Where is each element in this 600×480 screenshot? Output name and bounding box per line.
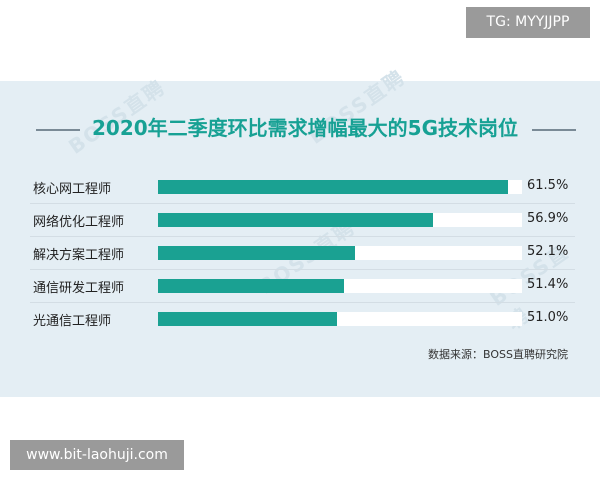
value-label: 51.0% [527, 310, 569, 325]
bar [158, 312, 338, 326]
value-label: 56.9% [527, 211, 569, 226]
bar [158, 246, 355, 260]
bar [158, 279, 344, 293]
row-divider [30, 269, 575, 270]
data-source-note: 数据来源：BOSS直聘研究院 [428, 348, 568, 361]
bar [158, 213, 434, 227]
chart-panel: BOSS直聘 BOSS直聘 BOSS直聘 BOSS直聘 2020年二季度环比需求… [0, 65, 600, 397]
chart-title-row: 2020年二季度环比需求增幅最大的5G技术岗位 [0, 108, 600, 148]
bar-row: 光通信工程师 51.0% [0, 303, 600, 335]
value-label: 52.1% [527, 244, 569, 259]
value-label: 61.5% [527, 178, 569, 193]
value-label: 51.4% [527, 277, 569, 292]
title-rule-right [532, 129, 576, 131]
row-divider [30, 302, 575, 303]
bar-row: 核心网工程师 61.5% [0, 171, 600, 203]
title-rule-left [36, 129, 80, 131]
bar-row: 解决方案工程师 52.1% [0, 237, 600, 269]
bar-track [158, 180, 522, 194]
site-watermark-badge: www.bit-laohuji.com [10, 440, 184, 470]
chart-title: 2020年二季度环比需求增幅最大的5G技术岗位 [92, 116, 518, 140]
row-divider [30, 203, 575, 204]
bar-track [158, 312, 522, 326]
category-label: 核心网工程师 [33, 182, 112, 197]
category-label: 解决方案工程师 [33, 248, 125, 263]
bar-row: 通信研发工程师 51.4% [0, 270, 600, 302]
bar-track [158, 279, 522, 293]
category-label: 网络优化工程师 [33, 215, 125, 230]
row-divider [30, 236, 575, 237]
category-label: 通信研发工程师 [33, 281, 125, 296]
bar [158, 180, 508, 194]
bar-track [158, 246, 522, 260]
bar-track [158, 213, 522, 227]
bar-row: 网络优化工程师 56.9% [0, 204, 600, 236]
tg-watermark-badge: TG: MYYJJPP [466, 7, 590, 38]
category-label: 光通信工程师 [33, 314, 112, 329]
